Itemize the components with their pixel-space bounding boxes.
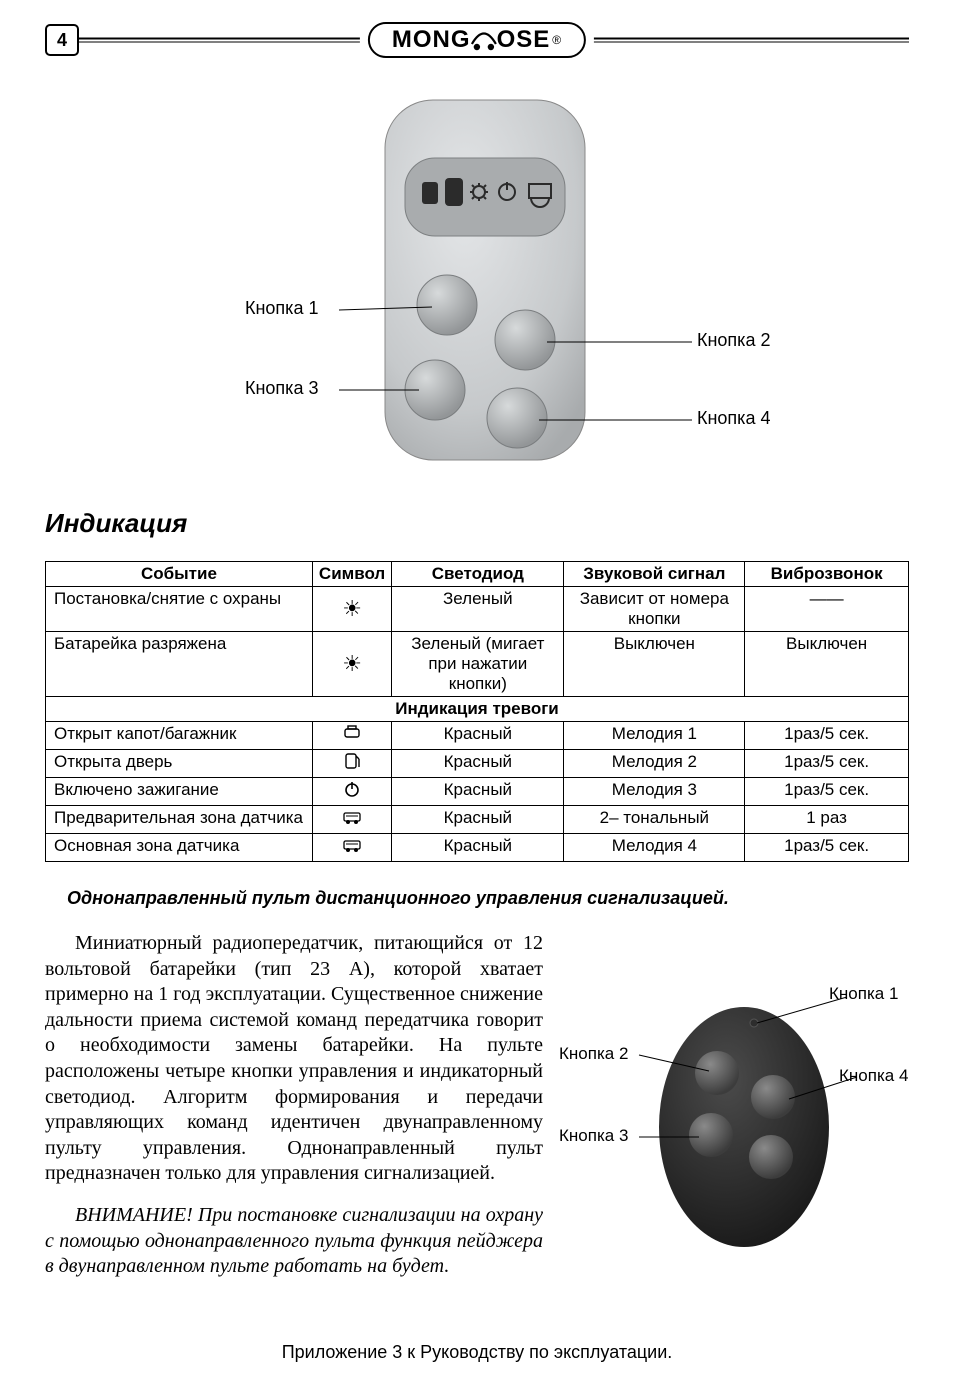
table-row: Открыта дверь КрасныйМелодия 21раз/5 сек. <box>46 750 909 778</box>
remote1-btn4-label: Кнопка 4 <box>697 408 770 429</box>
th-sound: Звуковой сигнал <box>564 562 745 587</box>
brand-logo: MONGOSE® <box>360 22 594 58</box>
th-vibe: Виброзвонок <box>745 562 909 587</box>
cell-symbol <box>312 722 391 750</box>
remote2-btn1-label: Кнопка 1 <box>829 983 898 1005</box>
cell-symbol <box>312 806 391 834</box>
page-header: 4 MONGOSE® <box>45 20 909 60</box>
cell-sound: 2– тональный <box>564 806 745 834</box>
cell-event: Основная зона датчика <box>46 834 313 862</box>
one-way-remote-figure: Кнопка 2 Кнопка 3 Кнопка 1 Кнопка 4 <box>549 977 909 1247</box>
remote1-btn3-label: Кнопка 3 <box>245 378 318 399</box>
table-row: Основная зона датчика КрасныйМелодия 41ра… <box>46 834 909 862</box>
cell-symbol <box>312 750 391 778</box>
cell-led: Красный <box>392 806 564 834</box>
table-header-row: Событие Символ Светодиод Звуковой сигнал… <box>46 562 909 587</box>
cell-symbol <box>312 834 391 862</box>
page-number-badge: 4 <box>45 24 79 56</box>
cell-led: Зеленый <box>392 587 564 632</box>
cell-led: Красный <box>392 778 564 806</box>
cell-vibe: 1раз/5 сек. <box>745 722 909 750</box>
table-row: Включено зажигание КрасныйМелодия 31раз/5… <box>46 778 909 806</box>
cell-event: Предварительная зона датчика <box>46 806 313 834</box>
cell-symbol: ☀ <box>312 632 391 697</box>
cell-vibe: 1раз/5 сек. <box>745 750 909 778</box>
cell-sound: Мелодия 4 <box>564 834 745 862</box>
cell-vibe: 1 раз <box>745 806 909 834</box>
cell-led: Красный <box>392 834 564 862</box>
remote2-btn4-label: Кнопка 4 <box>839 1065 908 1087</box>
remote2-btn3-label: Кнопка 3 <box>559 1125 628 1147</box>
remote2-btn2-label: Кнопка 2 <box>559 1043 628 1065</box>
cell-event: Батарейка разряжена <box>46 632 313 697</box>
th-symbol: Символ <box>312 562 391 587</box>
cell-sound: Мелодия 1 <box>564 722 745 750</box>
cell-sound: Зависит от номера кнопки <box>564 587 745 632</box>
remote1-btn1-label: Кнопка 1 <box>245 298 318 319</box>
cell-symbol: ☀ <box>312 587 391 632</box>
cell-vibe: 1раз/5 сек. <box>745 834 909 862</box>
table-section-row: Индикация тревоги <box>46 697 909 722</box>
cell-led: Зеленый (мигает при нажатии кнопки) <box>392 632 564 697</box>
cell-vibe: 1раз/5 сек. <box>745 778 909 806</box>
table-row: Постановка/снятие с охраны☀ЗеленыйЗависи… <box>46 587 909 632</box>
th-event: Событие <box>46 562 313 587</box>
cell-led: Красный <box>392 722 564 750</box>
table-row: Открыт капот/багажник КрасныйМелодия 11ра… <box>46 722 909 750</box>
cell-vibe: —— <box>745 587 909 632</box>
body-paragraphs: Кнопка 2 Кнопка 3 Кнопка 1 Кнопка 4 Мини… <box>45 931 909 1296</box>
page-footer: Приложение 3 к Руководству по эксплуатац… <box>45 1342 909 1363</box>
table-row: Батарейка разряжена☀Зеленый (мигает при … <box>46 632 909 697</box>
subheading: Однонаправленный пульт дистанционного уп… <box>67 888 909 909</box>
cell-symbol <box>312 778 391 806</box>
cell-vibe: Выключен <box>745 632 909 697</box>
indication-table: Событие Символ Светодиод Звуковой сигнал… <box>45 561 909 862</box>
cell-sound: Мелодия 2 <box>564 750 745 778</box>
cell-event: Включено зажигание <box>46 778 313 806</box>
cell-event: Открыт капот/багажник <box>46 722 313 750</box>
section-title: Индикация <box>45 508 909 539</box>
cell-event: Постановка/снятие с охраны <box>46 587 313 632</box>
cell-sound: Мелодия 3 <box>564 778 745 806</box>
th-led: Светодиод <box>392 562 564 587</box>
table-row: Предварительная зона датчика Красный2– то… <box>46 806 909 834</box>
cell-sound: Выключен <box>564 632 745 697</box>
two-way-remote-figure: Кнопка 1 Кнопка 3 Кнопка 2 Кнопка 4 <box>137 90 817 480</box>
remote1-btn2-label: Кнопка 2 <box>697 330 770 351</box>
cell-event: Открыта дверь <box>46 750 313 778</box>
cell-led: Красный <box>392 750 564 778</box>
